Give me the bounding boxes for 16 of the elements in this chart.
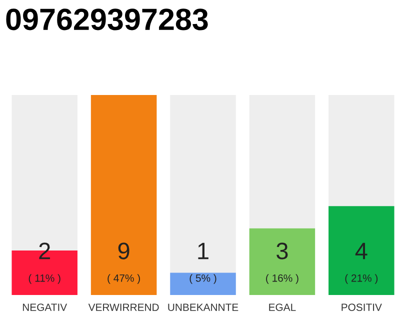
data-label: 1 [198,242,208,260]
x-tick-label: NEGATIV [22,304,68,311]
x-tick-label: UNBEKANNTE [168,304,238,311]
annotation: ( 16% ) [266,274,298,284]
data-label: 3 [276,242,288,260]
annotation: ( 5% ) [190,274,216,284]
x-tick-label: EGAL [269,304,296,311]
chart-title: 097629397283 [6,8,208,30]
annotation: ( 47% ) [108,274,140,284]
x-tick-label: VERWIRREND [88,304,159,311]
annotation: ( 21% ) [345,274,378,284]
data-label: 4 [355,242,368,260]
data-label: 9 [118,242,130,260]
bar [170,272,236,295]
x-tick-label: POSITIV [342,304,382,311]
annotation: ( 11% ) [28,274,60,284]
